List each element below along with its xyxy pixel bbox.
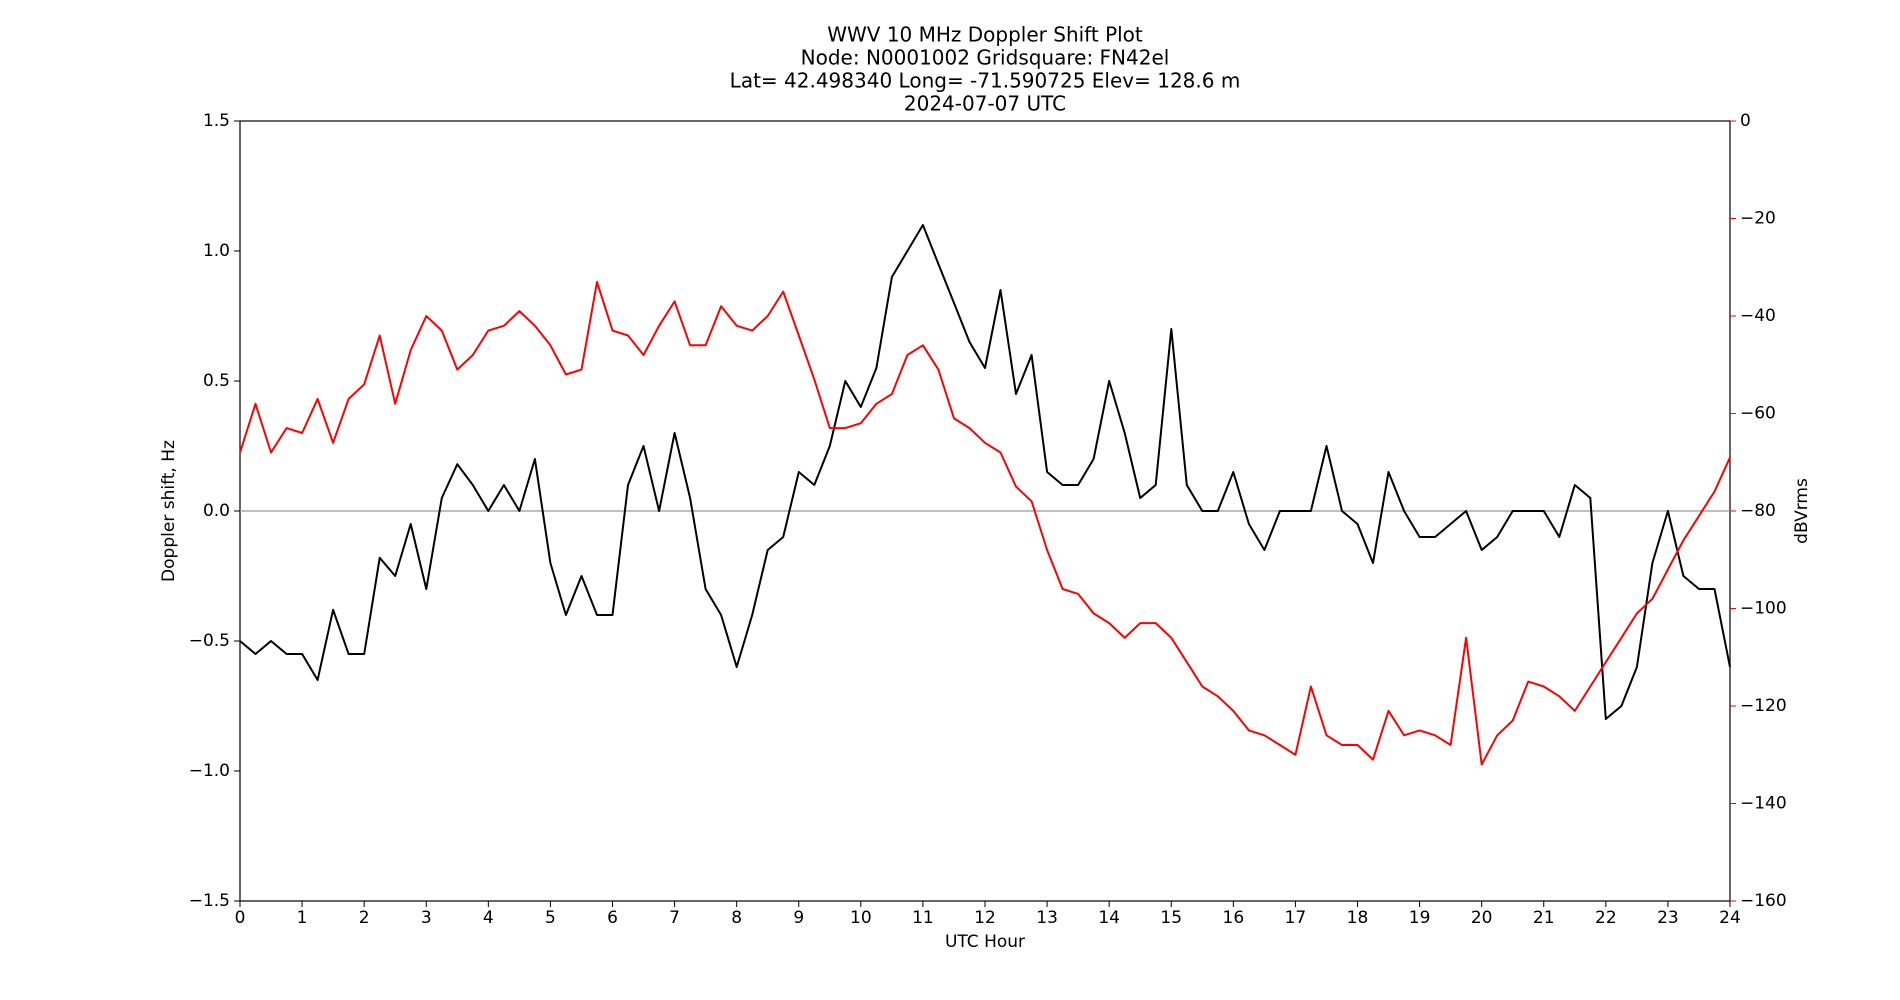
y-tick-label: −0.5: [189, 631, 230, 651]
x-tick-label: 7: [669, 908, 680, 928]
x-tick-label: 20: [1471, 908, 1493, 928]
x-tick-label: 19: [1409, 908, 1431, 928]
data-line: [239, 280, 1731, 766]
y-tick-label: 1.5: [203, 111, 230, 131]
x-tick-label: 5: [545, 908, 556, 928]
chart-title: Node: N0001002 Gridsquare: FN42el: [801, 46, 1170, 70]
y-tick-label: 0.5: [203, 371, 230, 391]
x-tick-label: 10: [850, 908, 872, 928]
x-tick-label: 21: [1533, 908, 1555, 928]
x-tick-label: 24: [1719, 908, 1741, 928]
x-tick-label: 23: [1657, 908, 1679, 928]
y2-tick-label: −60: [1740, 404, 1776, 424]
y2-tick-label: −140: [1740, 794, 1787, 814]
y2-axis-label: dBVrms: [1792, 478, 1812, 544]
y2-tick-label: −160: [1740, 891, 1787, 911]
y-tick-label: 0.0: [203, 501, 230, 521]
x-tick-label: 16: [1223, 908, 1245, 928]
x-tick-label: 2: [359, 908, 370, 928]
y2-tick-label: −120: [1740, 696, 1787, 716]
chart-title: Lat= 42.498340 Long= -71.590725 Elev= 12…: [730, 69, 1241, 93]
x-tick-label: 8: [731, 908, 742, 928]
x-tick-label: 12: [974, 908, 996, 928]
x-tick-label: 17: [1285, 908, 1307, 928]
data-line: [239, 224, 1731, 720]
y-tick-label: −1.5: [189, 891, 230, 911]
x-tick-label: 6: [607, 908, 618, 928]
y-axis-label: Doppler shift, Hz: [159, 440, 179, 582]
x-tick-label: 18: [1347, 908, 1369, 928]
x-axis-label: UTC Hour: [945, 932, 1025, 952]
x-tick-label: 22: [1595, 908, 1617, 928]
chart-title: WWV 10 MHz Doppler Shift Plot: [827, 23, 1143, 47]
x-tick-label: 3: [421, 908, 432, 928]
x-tick-label: 15: [1160, 908, 1182, 928]
y-tick-label: 1.0: [203, 241, 230, 261]
x-tick-label: 1: [297, 908, 308, 928]
x-tick-label: 0: [235, 908, 246, 928]
x-tick-label: 4: [483, 908, 494, 928]
y-tick-label: −1.0: [189, 761, 230, 781]
x-tick-label: 9: [793, 908, 804, 928]
y2-tick-label: −100: [1740, 599, 1787, 619]
x-tick-label: 11: [912, 908, 934, 928]
y2-tick-label: −20: [1740, 209, 1776, 229]
chart-title: 2024-07-07 UTC: [904, 92, 1066, 116]
x-tick-label: 13: [1036, 908, 1058, 928]
x-tick-label: 14: [1098, 908, 1120, 928]
y2-tick-label: −40: [1740, 306, 1776, 326]
y2-tick-label: 0: [1740, 111, 1751, 131]
y2-tick-label: −80: [1740, 501, 1776, 521]
